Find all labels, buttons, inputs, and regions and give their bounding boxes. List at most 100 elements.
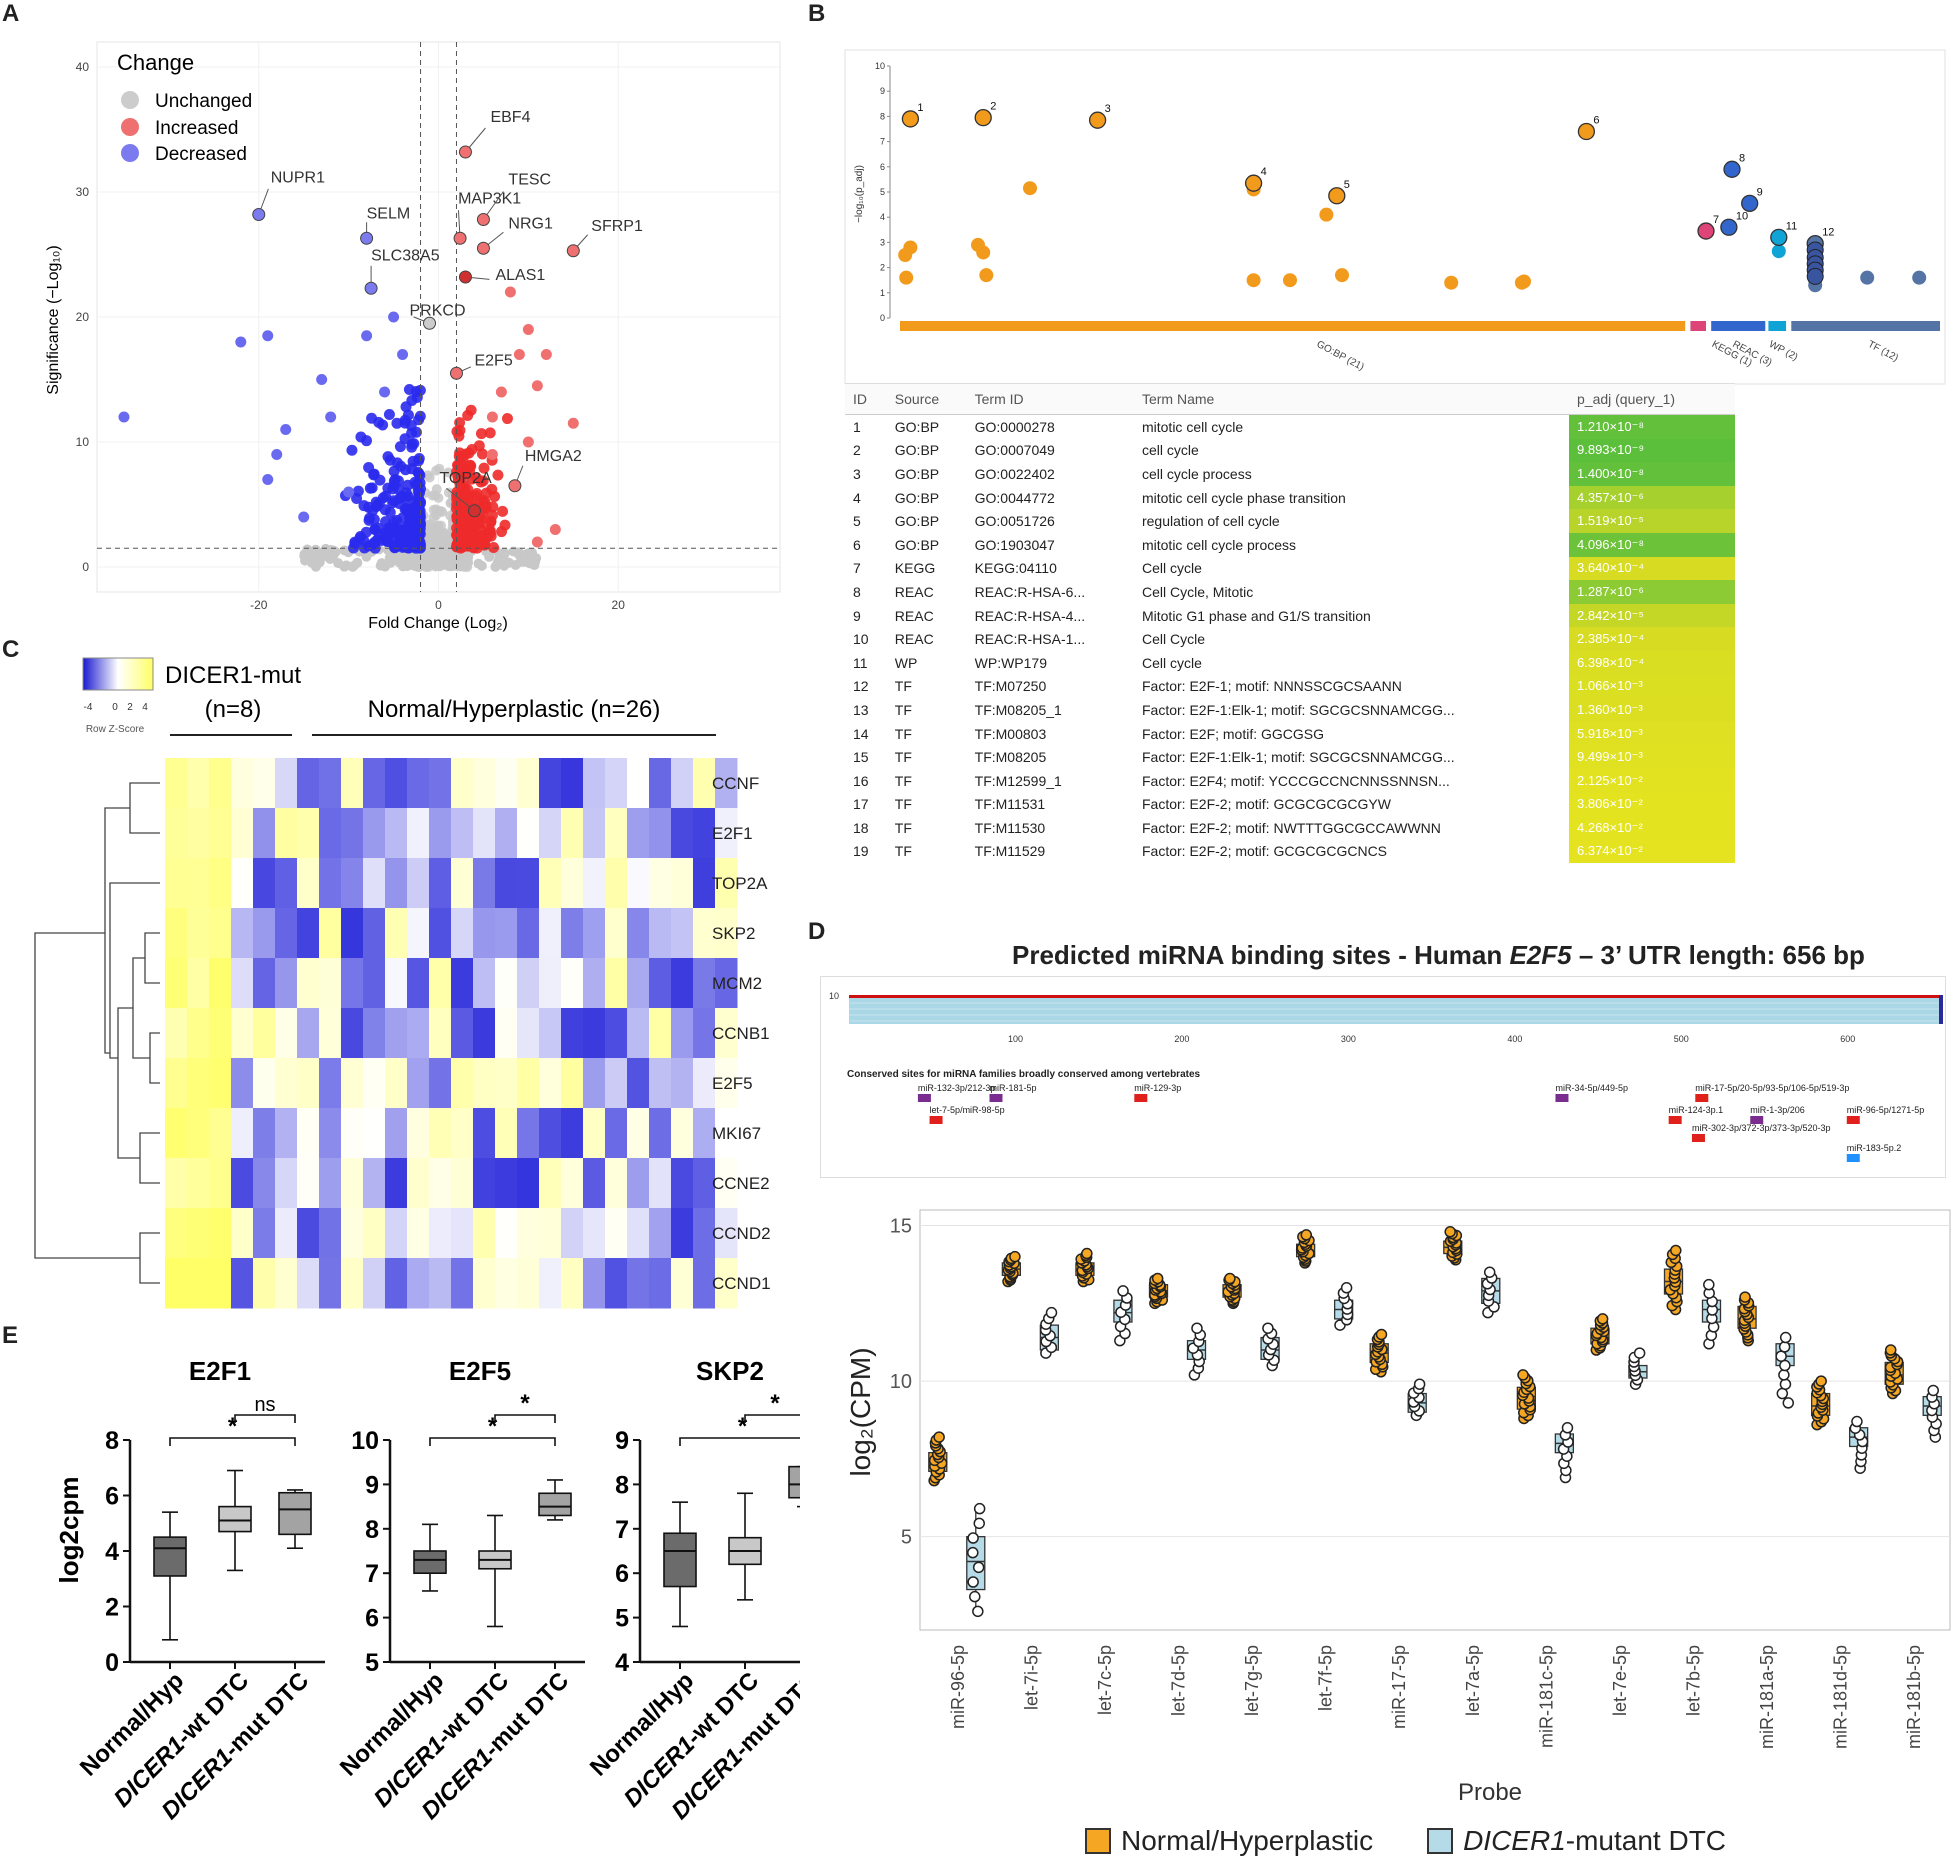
volcano-point-unchanged bbox=[437, 506, 448, 517]
table-row[interactable]: 7 KEGG KEGG:04110 Cell cycle 3.640×10⁻⁴ bbox=[845, 556, 1735, 581]
gprofiler-y-tick: 5 bbox=[880, 187, 885, 197]
enrichment-table: ID Source Term ID Term Name p_adj (query_1) … bbox=[845, 383, 1735, 864]
gprofiler-highlighted-point bbox=[1577, 122, 1596, 141]
table-row[interactable]: 6 GO:BP GO:1903047 mitotic cell cycle proce… bbox=[845, 532, 1735, 557]
heatmap-cell bbox=[627, 1158, 650, 1209]
dendrogram-branch bbox=[34, 932, 140, 1259]
table-row[interactable]: 5 GO:BP GO:0051726 regulation of cell cycle… bbox=[845, 509, 1735, 533]
boxplot-y-tick: 8 bbox=[105, 1427, 119, 1455]
dendrogram-branch bbox=[149, 1032, 160, 1084]
volcano-point-decreased bbox=[414, 528, 426, 540]
gprofiler-term-point bbox=[1771, 244, 1786, 259]
heatmap-cell bbox=[319, 858, 342, 909]
heatmap-cell bbox=[583, 1108, 606, 1159]
legend-unchanged-label: Unchanged bbox=[155, 91, 252, 112]
table-row[interactable]: 19 TF TF:M11529 Factor: E2F-2; motif: GCGCG… bbox=[845, 839, 1735, 864]
mirna-x-tick: miR-181a-5p bbox=[1757, 1645, 1777, 1749]
table-row[interactable]: 8 REAC REAC:R-HSA-6... Cell Cycle, Mitotic 1… bbox=[845, 580, 1735, 604]
heatmap-cell bbox=[649, 908, 672, 959]
heatmap-cell bbox=[407, 808, 430, 859]
table-cell: Factor: E2F-2; motif: NWTTTGGCGCCAWWNN bbox=[1141, 819, 1441, 836]
volcano-labelled-point bbox=[476, 241, 490, 255]
volcano-point-increased bbox=[464, 464, 476, 476]
volcano-labelled-point bbox=[423, 316, 437, 330]
table-row[interactable]: 9 REAC REAC:R-HSA-4... Mitotic G1 phase and… bbox=[845, 603, 1735, 628]
table-row[interactable]: 1 GO:BP GO:0000278 mitotic cell cycle 1.210×… bbox=[845, 414, 1735, 439]
table-row[interactable]: 15 TF TF:M08205 Factor: E2F-1:Elk-1; motif:… bbox=[845, 745, 1735, 769]
volcano-point-increased bbox=[495, 386, 507, 398]
heatmap-cell bbox=[363, 958, 386, 1009]
table-cell: GO:BP bbox=[894, 513, 940, 530]
panel-label-b: B bbox=[808, 0, 826, 27]
table-cell: TF bbox=[894, 749, 912, 766]
heatmap-cell bbox=[429, 858, 452, 909]
volcano-point-increased bbox=[460, 487, 472, 499]
gprofiler-term-point bbox=[1023, 181, 1037, 196]
volcano-gene-label: TOP2A bbox=[439, 470, 492, 487]
mirna-y-tick: 10 bbox=[890, 1371, 912, 1393]
volcano-point-decreased bbox=[262, 330, 274, 342]
gprofiler-highlighted-point bbox=[1806, 267, 1824, 285]
volcano-point-decreased bbox=[406, 438, 418, 450]
heatmap-cell bbox=[407, 1108, 430, 1159]
volcano-point-unchanged bbox=[432, 539, 443, 550]
table-cell-padj: 1.066×10⁻³ bbox=[1569, 674, 1735, 699]
heatmap-cell bbox=[165, 908, 188, 959]
dendrogram-branch bbox=[139, 1132, 160, 1184]
table-row[interactable]: 3 GO:BP GO:0022402 cell cycle process 1.400×… bbox=[845, 462, 1735, 486]
heatmap-cell bbox=[627, 1208, 650, 1259]
mirna-point bbox=[1191, 1322, 1203, 1334]
heatmap-cell bbox=[627, 1058, 650, 1109]
boxplot-y-tick: 5 bbox=[615, 1605, 629, 1633]
volcano-point-decreased bbox=[367, 505, 379, 517]
boxplot-y-tick: 2 bbox=[105, 1594, 119, 1622]
gprofiler-term-point bbox=[976, 245, 991, 260]
heatmap-cell bbox=[385, 1008, 408, 1059]
gprofiler-y-tick: 9 bbox=[880, 86, 885, 96]
table-cell: WP:WP179 bbox=[974, 654, 1047, 671]
table-row[interactable]: 18 TF TF:M11530 Factor: E2F-2; motif: NWTTT… bbox=[845, 816, 1735, 840]
table-row[interactable]: 10 REAC REAC:R-HSA-1... Cell Cycle 2.385×10⁻… bbox=[845, 627, 1735, 651]
table-cell: 16 bbox=[853, 772, 869, 789]
table-row[interactable]: 14 TF TF:M00803 Factor: E2F; motif: GGCGSG 5… bbox=[845, 721, 1735, 746]
table-row[interactable]: 4 GO:BP GO:0044772 mitotic cell cycle phase… bbox=[845, 485, 1735, 510]
heatmap-cell bbox=[671, 858, 694, 909]
heatmap-cell bbox=[319, 808, 342, 859]
table-row[interactable]: 17 TF TF:M11531 Factor: E2F-2; motif: GCGCG… bbox=[845, 792, 1735, 817]
heatmap-cell bbox=[319, 1158, 342, 1209]
volcano-point-increased bbox=[465, 540, 477, 552]
heatmap-cell bbox=[363, 1158, 386, 1209]
gprofiler-highlighted-point bbox=[1244, 174, 1263, 192]
table-row[interactable]: 12 TF TF:M07250 Factor: E2F-1; motif: NNNSS… bbox=[845, 674, 1735, 699]
heatmap-cell bbox=[231, 958, 254, 1009]
table-row[interactable]: 13 TF TF:M08205_1 Factor: E2F-1:Elk-1; moti… bbox=[845, 698, 1735, 722]
mirna-site-label: miR-1-3p/206 bbox=[1750, 1105, 1805, 1115]
heatmap-cell bbox=[429, 958, 452, 1009]
heatmap-cell bbox=[341, 908, 364, 959]
heatmap-cell bbox=[539, 1108, 562, 1159]
mirna-point bbox=[1779, 1331, 1792, 1344]
mirna-boxplot: 5 10 15 miR-96-5p let-7i-5p let-7c-5p let-7d-5… bbox=[845, 1209, 1951, 1806]
table-row[interactable]: 11 WP WP:WP179 Cell cycle 6.398×10⁻⁴ bbox=[845, 650, 1735, 675]
volcano-point-decreased bbox=[371, 534, 383, 546]
volcano-point-decreased bbox=[369, 523, 381, 535]
heatmap-row-label: MKI67 bbox=[712, 1124, 761, 1143]
volcano-gene-label: NRG1 bbox=[508, 215, 553, 232]
heatmap-cell bbox=[451, 1058, 474, 1109]
gprofiler-source-bar bbox=[1711, 321, 1766, 331]
volcano-point-decreased bbox=[364, 482, 376, 494]
heatmap-cell bbox=[407, 758, 430, 809]
heatmap-cell bbox=[539, 808, 562, 859]
table-row[interactable]: 2 GO:BP GO:0007049 cell cycle 9.893×10⁻⁹ bbox=[845, 438, 1735, 463]
heatmap-cell bbox=[341, 1008, 364, 1059]
heatmap-cell bbox=[605, 858, 628, 909]
heatmap-cell bbox=[429, 1158, 452, 1209]
volcano-point-unchanged bbox=[422, 470, 433, 481]
volcano-point-decreased bbox=[406, 463, 418, 475]
boxplot-y-tick: 4 bbox=[615, 1649, 629, 1677]
table-cell: Cell Cycle, Mitotic bbox=[1141, 583, 1254, 600]
table-row[interactable]: 16 TF TF:M12599_1 Factor: E2F4; motif: YCCC… bbox=[845, 768, 1735, 793]
table-cell: KEGG bbox=[894, 560, 936, 577]
heatmap-cell bbox=[693, 1008, 716, 1059]
table-cell: Factor: E2F-1; motif: NNNSSCGCSAANN bbox=[1141, 678, 1402, 695]
